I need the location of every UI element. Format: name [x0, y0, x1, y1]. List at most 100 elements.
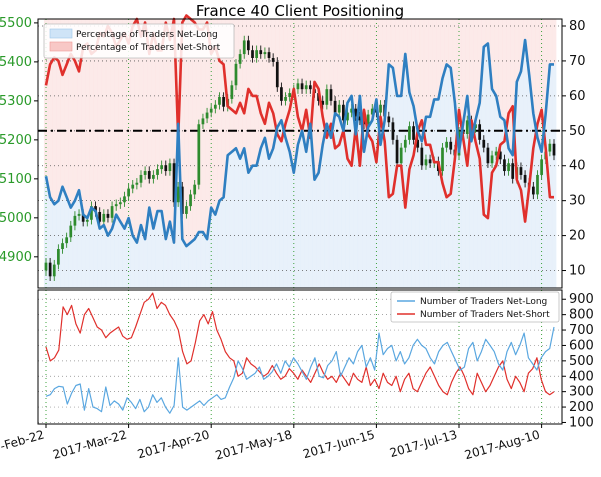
trader-count-lines	[45, 292, 555, 414]
candle-body	[123, 196, 126, 203]
candle-body	[90, 206, 93, 220]
percent-tick-label: 20	[569, 229, 586, 244]
shade-long-band	[242, 148, 247, 288]
candle-body	[102, 213, 106, 222]
shade-short-band	[110, 19, 115, 229]
shade-long-band	[473, 120, 478, 288]
candle-body	[531, 186, 535, 195]
shade-long-band	[262, 137, 268, 288]
shade-short-band	[308, 19, 313, 124]
legend-label-net-long: Percentage of Traders Net-Long	[76, 30, 218, 40]
shade-short-band	[514, 19, 520, 82]
shade-long-band	[114, 214, 119, 288]
shade-long-band	[76, 190, 82, 288]
candle-body	[465, 120, 469, 135]
shade-long-band	[523, 39, 528, 288]
shade-short-band	[527, 19, 532, 75]
shade-short-band	[353, 19, 359, 135]
shade-short-band	[481, 19, 487, 47]
candle-body	[548, 143, 552, 152]
shade-long-band	[229, 151, 235, 288]
candle-body	[552, 143, 556, 156]
candle-body	[147, 171, 151, 179]
shade-short-band	[465, 19, 470, 96]
shade-short-band	[48, 19, 53, 198]
candle-body	[523, 174, 527, 183]
candle-body	[209, 108, 213, 113]
shade-long-band	[283, 137, 288, 288]
shade-short-band	[287, 19, 293, 152]
candle-body	[494, 151, 498, 156]
candle-body	[416, 139, 420, 148]
date-tick-label: 2017-Mar-22	[51, 427, 128, 462]
shade-short-band	[283, 19, 288, 138]
shade-long-band	[81, 214, 86, 288]
shade-short-band	[403, 19, 408, 54]
price-tick-label: 4900	[0, 250, 32, 265]
shade-short-band	[85, 19, 90, 219]
date-tick-label: 2017-Feb-22	[0, 427, 46, 461]
price-tick-label: 5300	[0, 94, 32, 109]
shade-long-band	[390, 67, 396, 288]
lower-panel-frame	[37, 289, 563, 425]
candle-body	[399, 147, 403, 164]
candle-body	[61, 243, 64, 250]
shade-long-band	[93, 211, 98, 288]
shade-short-band	[506, 19, 511, 149]
candle-body	[234, 63, 238, 86]
price-tick-label: 5400	[0, 55, 32, 70]
shade-long-band	[494, 95, 499, 288]
shade-short-band	[72, 19, 78, 201]
count-tick-label: 300	[569, 385, 594, 400]
shade-long-band	[333, 113, 338, 288]
shade-long-band	[543, 113, 549, 288]
candle-body	[193, 184, 197, 195]
shade-long-band	[502, 120, 507, 288]
upper-legend: Percentage of Traders Net-Long Percentag…	[43, 23, 235, 59]
shade-long-band	[279, 120, 284, 288]
candle-body	[160, 165, 164, 170]
shade-short-band	[357, 19, 363, 96]
shade-short-band	[217, 19, 222, 201]
shade-long-band	[126, 218, 131, 288]
shade-short-band	[143, 19, 148, 240]
shade-long-band	[432, 99, 437, 288]
shade-short-band	[366, 19, 371, 128]
shade-long-band	[518, 71, 524, 289]
shade-short-band	[324, 19, 330, 124]
shade-short-band	[494, 19, 499, 96]
count-tick-label: 500	[569, 354, 594, 369]
shade-short-band	[510, 19, 516, 156]
candle-body	[358, 116, 362, 121]
shade-long-band	[324, 123, 330, 288]
shade-long-band	[155, 211, 160, 288]
candle-body	[263, 52, 267, 55]
shade-short-band	[456, 19, 462, 152]
shade-short-band	[518, 19, 524, 72]
shade-long-band	[110, 228, 115, 288]
candle-body	[329, 89, 333, 101]
shade-long-band	[328, 137, 334, 288]
shade-long-band	[130, 235, 136, 288]
shade-short-band	[551, 19, 557, 65]
shade-long-band	[184, 246, 189, 288]
shade-short-band	[279, 19, 284, 121]
candle-body	[152, 174, 155, 179]
shade-long-band	[246, 172, 251, 288]
shade-short-band	[89, 19, 94, 208]
shade-short-band	[312, 19, 317, 180]
shade-long-band	[514, 81, 520, 288]
shade-long-band	[407, 92, 412, 288]
candle-body	[98, 211, 102, 222]
candle-body	[267, 52, 271, 58]
candle-body	[52, 264, 56, 277]
candle-body	[346, 112, 349, 121]
shade-long-band	[415, 130, 421, 288]
candle-body	[428, 159, 432, 164]
candle-body	[370, 108, 374, 115]
shade-short-band	[407, 19, 412, 93]
legend-label-count-long: Number of Traders Net-Long	[420, 297, 547, 307]
candle-body	[333, 100, 337, 113]
date-tick-label: 2017-Jun-15	[301, 427, 376, 461]
shade-long-band	[138, 225, 144, 288]
